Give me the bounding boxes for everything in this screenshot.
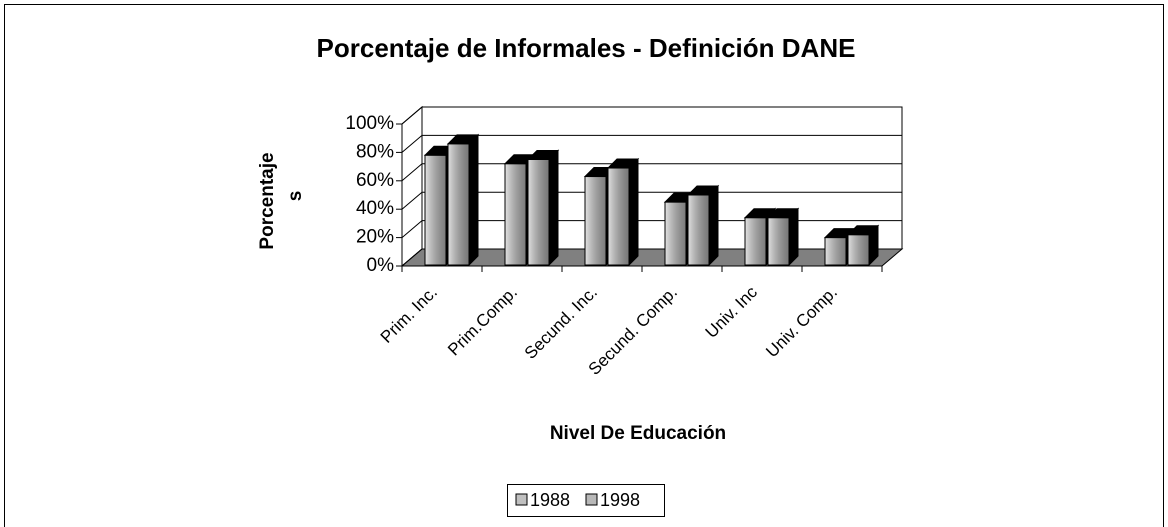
bar-shade	[767, 217, 790, 266]
bar	[446, 133, 480, 267]
back-wall	[421, 106, 903, 250]
chart-title: Porcentaje de Informales - Definición DA…	[317, 33, 856, 63]
bar	[606, 157, 640, 267]
legend-label: 1998	[600, 490, 640, 510]
bar-shade	[607, 167, 630, 266]
bar-shade	[744, 217, 767, 266]
bar-shade	[664, 201, 687, 266]
bar	[766, 207, 800, 267]
bar-shade	[424, 154, 447, 266]
grid-line	[401, 134, 902, 153]
legend-label: 1988	[530, 490, 570, 510]
y-tick-label: 80%	[356, 141, 394, 162]
grid-line	[401, 220, 902, 238]
bar-side	[708, 184, 719, 267]
bar-shade	[584, 176, 607, 266]
legend-swatch	[515, 493, 528, 506]
grid-line	[401, 191, 902, 210]
grid-line	[401, 163, 902, 182]
bar-shade	[824, 237, 847, 266]
y-tick-label: 0%	[367, 255, 395, 276]
bar	[526, 149, 560, 267]
bar-shade	[447, 143, 470, 266]
bar-side	[548, 149, 559, 267]
bar-side	[468, 133, 479, 267]
grid-line	[401, 248, 902, 267]
bar	[846, 224, 880, 267]
grid-line	[401, 106, 902, 125]
bar	[686, 184, 720, 267]
legend-swatch	[585, 493, 598, 506]
bar-side	[628, 157, 639, 267]
y-tick-label: 20%	[356, 227, 394, 248]
x-axis-title: Nivel De Educación	[550, 423, 726, 444]
bar-shade	[687, 194, 710, 266]
y-tick-label: 100%	[345, 113, 394, 134]
y-tick-label: 40%	[356, 198, 394, 219]
side-wall	[401, 105, 423, 268]
y-axis-title: Porcentaje	[257, 152, 278, 249]
bar-shade	[527, 159, 550, 266]
y-axis-title: s	[285, 191, 306, 202]
y-tick-label: 60%	[356, 170, 394, 191]
bar-shade	[504, 163, 527, 266]
bar-shade	[847, 234, 870, 266]
bar-side	[788, 207, 799, 267]
